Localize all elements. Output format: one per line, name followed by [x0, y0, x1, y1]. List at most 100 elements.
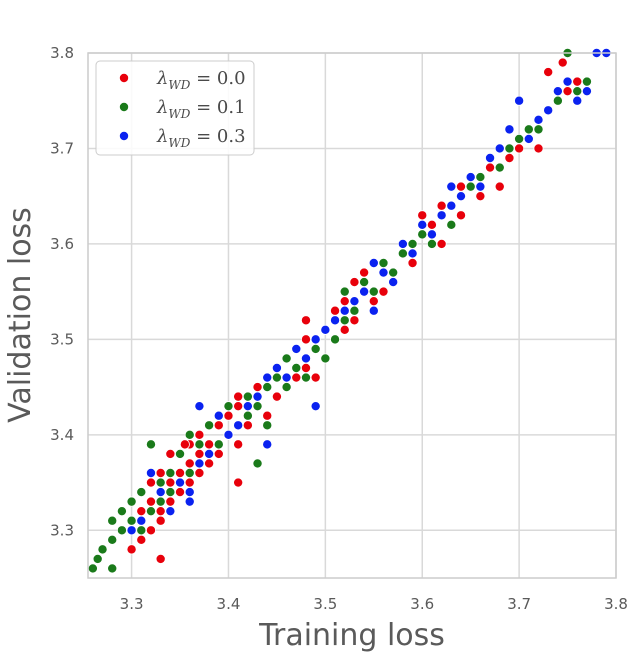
y-axis-label: Validation loss: [3, 207, 38, 423]
data-point: [271, 391, 282, 402]
data-point: [349, 296, 360, 307]
data-point: [572, 76, 583, 87]
y-tick-label: 3.5: [50, 330, 74, 348]
legend-marker-wd-0-0: [119, 73, 130, 84]
data-point: [359, 267, 370, 278]
data-point: [145, 506, 156, 517]
data-point: [388, 267, 399, 278]
data-point: [116, 506, 127, 517]
data-point: [184, 496, 195, 507]
data-point: [417, 210, 428, 221]
data-point: [397, 248, 408, 259]
data-point: [349, 315, 360, 326]
data-point: [504, 124, 515, 135]
data-point: [155, 487, 166, 498]
legend-label-wd-0-0: λWD = 0.0: [156, 68, 246, 92]
data-point: [562, 76, 573, 87]
data-point: [252, 458, 263, 469]
legend-entry-wd-0-1: λWD = 0.1: [119, 97, 246, 121]
data-point: [281, 382, 292, 393]
data-point: [233, 420, 244, 431]
data-point: [494, 143, 505, 154]
data-point: [145, 467, 156, 478]
y-tick-labels: 3.3 3.4 3.5 3.6 3.7 3.8: [50, 44, 74, 539]
legend-marker-wd-0-3: [119, 130, 130, 141]
data-point: [145, 525, 156, 536]
data-point: [533, 114, 544, 125]
data-point: [446, 181, 457, 192]
x-tick-label: 3.3: [120, 595, 144, 613]
data-point: [330, 305, 341, 316]
x-tick-label: 3.5: [313, 595, 337, 613]
data-point: [485, 162, 496, 173]
data-point: [184, 429, 195, 440]
data-point: [514, 143, 525, 154]
data-point: [194, 401, 205, 412]
data-point: [310, 334, 321, 345]
data-point: [581, 86, 592, 97]
data-point: [145, 496, 156, 507]
data-point: [184, 458, 195, 469]
data-point: [465, 181, 476, 192]
data-point: [97, 544, 108, 555]
data-point: [359, 286, 370, 297]
data-point: [359, 277, 370, 288]
data-point: [417, 229, 428, 240]
data-point: [281, 372, 292, 383]
data-point: [194, 458, 205, 469]
data-point: [543, 67, 554, 78]
data-point: [339, 296, 350, 307]
data-point: [533, 143, 544, 154]
data-point: [179, 439, 190, 450]
data-point: [155, 496, 166, 507]
data-point: [126, 544, 137, 555]
data-point: [291, 362, 302, 373]
data-point: [252, 401, 263, 412]
data-point: [320, 324, 331, 335]
data-point: [310, 372, 321, 383]
data-point: [165, 448, 176, 459]
data-point: [155, 467, 166, 478]
data-point: [223, 429, 234, 440]
data-point: [552, 95, 563, 106]
data-point: [194, 448, 205, 459]
data-point: [330, 315, 341, 326]
data-point: [165, 467, 176, 478]
data-point: [475, 181, 486, 192]
data-point: [107, 563, 118, 574]
data-point: [175, 467, 186, 478]
data-point: [107, 534, 118, 545]
data-point: [107, 515, 118, 526]
data-point: [136, 534, 147, 545]
data-point: [514, 95, 525, 106]
y-tick-label: 3.8: [50, 44, 74, 62]
data-point: [184, 467, 195, 478]
data-point: [136, 515, 147, 526]
data-point: [165, 487, 176, 498]
data-point: [349, 305, 360, 316]
data-point: [194, 429, 205, 440]
data-point: [426, 219, 437, 230]
data-point: [557, 57, 568, 68]
data-point: [300, 362, 311, 373]
data-point: [388, 277, 399, 288]
data-point: [175, 477, 186, 488]
data-point: [300, 315, 311, 326]
data-point: [339, 315, 350, 326]
data-point: [262, 372, 273, 383]
data-point: [184, 477, 195, 488]
x-axis-label: Training loss: [258, 618, 445, 653]
data-point: [339, 305, 350, 316]
data-point: [213, 439, 224, 450]
data-point: [233, 477, 244, 488]
legend-marker-wd-0-1: [119, 102, 130, 113]
data-point: [155, 515, 166, 526]
y-tick-label: 3.7: [50, 139, 74, 157]
data-point: [165, 496, 176, 507]
data-point: [145, 439, 156, 450]
data-point: [417, 219, 428, 230]
data-point: [155, 553, 166, 564]
data-point: [485, 152, 496, 163]
data-point: [349, 277, 360, 288]
data-point: [320, 353, 331, 364]
